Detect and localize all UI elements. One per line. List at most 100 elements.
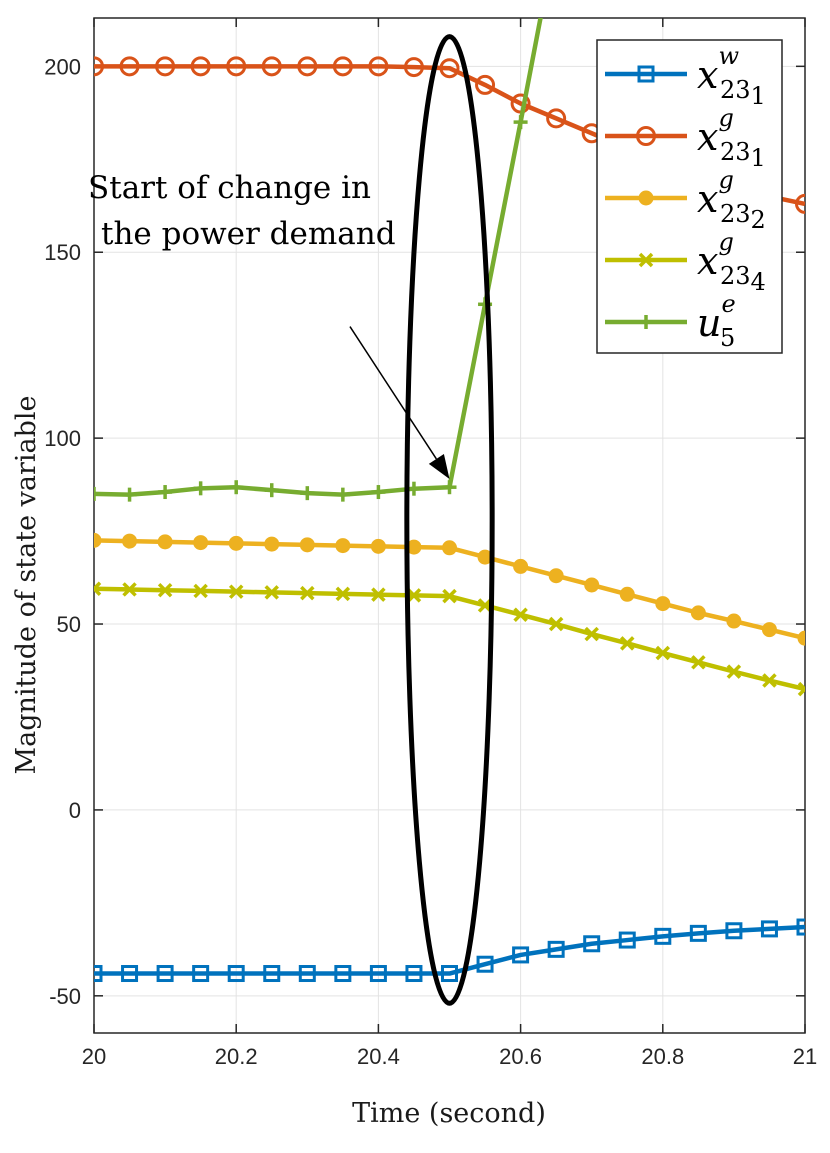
square-marker-shape [263,965,281,983]
square-marker-shape [689,924,707,942]
data-point-x_w_23_1 [654,927,672,945]
data-point-x_w_23_1 [156,965,174,983]
dot-marker-shape [122,533,138,549]
x-axis-title: Time (second) [352,1098,546,1129]
data-point-x_w_23_1 [405,965,423,983]
circle-marker-shape [226,56,247,77]
data-point-x_g_23_4 [513,607,528,622]
plot-area-frame [93,17,806,1034]
data-point-x_g_23_2 [264,536,280,552]
series-x_g_23_4 [94,581,805,697]
data-point-x_w_23_1 [227,965,245,983]
y-tick-label: 100 [44,426,81,451]
square-marker-shape [512,946,530,964]
x-marker-stroke [442,588,457,604]
data-point-x_g_23_4 [548,616,564,632]
x-tick-label: 20.4 [357,1044,400,1069]
dot-marker-shape [264,536,280,552]
x-marker-stroke [122,582,137,597]
x-marker-stroke [193,583,208,599]
annotation-arrow [349,326,438,460]
circle-marker-shape [94,56,104,77]
dot-marker-shape [94,532,102,548]
legend-entry-x_g_23_4: xg 234 [605,228,766,296]
legend-entry-x_w_23_1: xw 231 [605,42,766,110]
axis-ticks: 20 20.2 20.4 20.6 20.8 21 -50 0 50 100 150 200 [44,18,817,1069]
square-marker-shape [618,931,636,949]
data-point-x_g_23_2 [584,577,600,593]
square-marker-shape [637,65,655,83]
data-point-x_g_23_4 [300,585,315,601]
square-marker-shape [760,920,778,938]
dot-marker-shape [655,596,671,612]
legend-marker [639,315,653,329]
data-point-x_g_23_2 [299,537,315,553]
legend-marker [638,252,654,268]
square-marker-shape [725,922,743,940]
square-marker-shape [192,965,210,983]
circle-marker-shape [368,56,389,77]
data-point-x_g_23_4 [691,655,706,670]
data-point-x_w_23_1 [725,922,743,940]
data-point-x_g_23_2 [548,568,564,584]
legend-entry-x_g_23_1: xg 231 [605,104,766,172]
dot-marker-shape [638,190,654,206]
data-point-x_g_23_4 [442,588,457,604]
x-marker-stroke [762,673,777,688]
data-point-u_e_5 [94,486,101,501]
data-point-x_g_23_2 [335,538,351,554]
data-point-x_g_23_2 [370,538,386,554]
y-tick-label: 0 [69,798,81,823]
y-tick-label: -50 [49,984,81,1009]
data-point-x_g_23_4 [122,582,137,597]
data-point-x_g_23_1 [94,56,104,77]
data-point-x_g_23_2 [94,532,102,548]
x-marker-stroke [638,252,654,268]
data-point-x_g_23_1 [795,193,805,214]
legend-entry-x_g_23_2: xg 232 [605,166,766,234]
data-point-x_w_23_1 [192,965,210,983]
circle-marker-shape [297,56,318,77]
data-point-x_g_23_2 [690,605,706,621]
data-point-u_e_5 [442,480,457,495]
x-marker-stroke [620,636,635,651]
circle-marker-shape [475,74,496,95]
x-marker-stroke [584,626,599,642]
data-point-x_g_23_2 [228,535,244,551]
data-point-x_g_23_1 [368,56,389,77]
data-point-x_g_23_2 [442,540,457,556]
data-point-x_w_23_1 [512,946,530,964]
x-marker-stroke [797,686,805,697]
dot-marker-shape [370,538,386,554]
dot-marker-shape [513,558,529,574]
data-point-x_w_23_1 [796,918,805,936]
data-point-x_g_23_4 [797,681,805,697]
data-point-x_w_23_1 [441,965,458,983]
circle-marker-shape [119,56,140,77]
data-point-x_g_23_4 [157,582,173,598]
dot-marker-shape [299,537,315,553]
annotation-line-1: Start of change in [88,170,371,206]
square-marker-shape [334,965,352,983]
data-point-x_w_23_1 [121,965,139,983]
data-point-x_g_23_4 [228,584,244,599]
data-point-x_g_23_2 [619,586,635,602]
data-point-x_g_23_2 [761,622,777,638]
x-tick-label: 20.6 [499,1044,542,1069]
dot-marker-shape [228,535,244,551]
circle-marker-shape [403,57,424,78]
x-marker-stroke [300,585,315,601]
focus-ellipse [404,34,495,1006]
square-marker-shape [583,935,601,953]
data-point-u_e_5 [513,115,528,130]
data-point-x_g_23_4 [371,587,386,602]
x-marker-stroke [157,582,173,598]
dot-marker-shape [157,534,173,550]
data-point-u_e_5 [264,483,279,498]
data-point-u_e_5 [371,485,386,500]
x-marker-stroke [477,598,493,613]
data-point-x_w_23_1 [689,924,707,942]
data-point-x_g_23_1 [332,56,353,77]
data-point-x_g_23_4 [406,588,422,603]
